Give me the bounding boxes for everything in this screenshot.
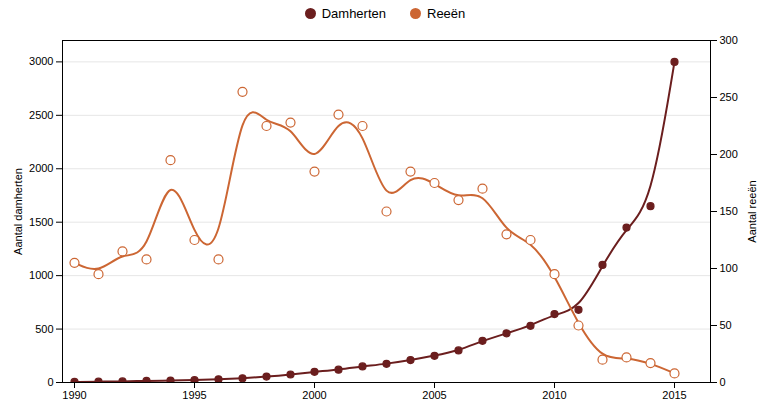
svg-text:3000: 3000 (29, 55, 53, 67)
svg-text:50: 50 (720, 319, 732, 331)
svg-text:250: 250 (720, 91, 738, 103)
svg-text:1000: 1000 (29, 269, 53, 281)
svg-text:2000: 2000 (302, 389, 326, 401)
svg-text:150: 150 (720, 205, 738, 217)
html-text:Reeën: Reeën (427, 5, 466, 21)
html-text:Damherten: Damherten (321, 5, 386, 21)
svg-text:100: 100 (720, 262, 738, 274)
svg-text:Aantal damherten: Aantal damherten (12, 168, 24, 255)
svg-text:1990: 1990 (62, 389, 86, 401)
svg-text:1995: 1995 (182, 389, 206, 401)
svg-text:2010: 2010 (542, 389, 566, 401)
svg-text:0: 0 (47, 376, 53, 388)
svg-text:2015: 2015 (662, 389, 686, 401)
svg-text:Aantal reeën: Aantal reeën (746, 180, 758, 242)
svg-text:2500: 2500 (29, 109, 53, 121)
svg-text:2000: 2000 (29, 162, 53, 174)
svg-text:1500: 1500 (29, 216, 53, 228)
svg-text:200: 200 (720, 148, 738, 160)
svg-text:0: 0 (720, 376, 726, 388)
svg-text:2005: 2005 (422, 389, 446, 401)
svg-text:500: 500 (35, 323, 53, 335)
svg-text:300: 300 (720, 34, 738, 46)
